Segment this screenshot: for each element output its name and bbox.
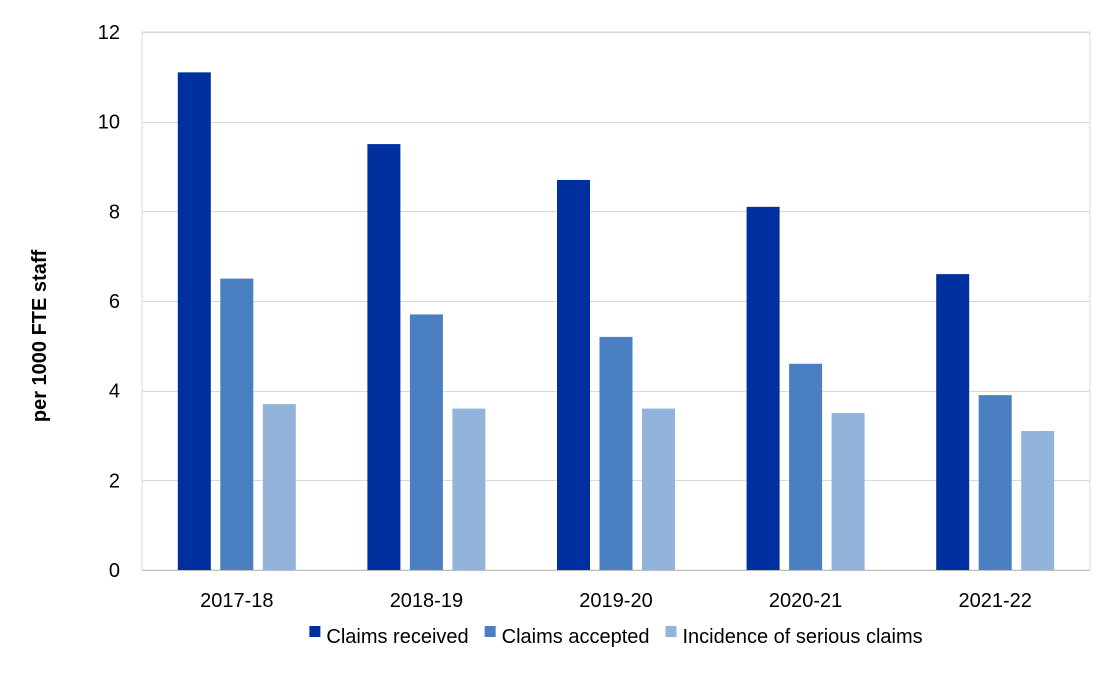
legend-label: Claims accepted [502,626,650,648]
legend: Claims received Claims accepted Incidence … [309,626,923,648]
bar-claims-received-2018-19 [367,144,401,571]
bar-incidence-of-serious-claims-2021-22 [1021,431,1055,570]
y-axis-title: per 1000 FTE staff [29,250,51,423]
bars [177,72,1055,571]
bar-claims-received-2017-18 [177,72,211,570]
bar-incidence-of-serious-claims-2018-19 [452,408,486,570]
y-tick-label: 6 [109,291,120,313]
legend-swatch [484,626,496,637]
bar-claims-accepted-2017-18 [220,278,254,570]
bar-claims-received-2019-20 [557,179,590,570]
bar-claims-accepted-2019-20 [599,336,633,570]
legend-item-claims-received: Claims received [309,626,469,648]
legend-item-incidence-of-serious-claims: Incidence of serious claims [665,626,923,648]
x-tick-label: 2017-18 [200,590,273,612]
bar-claims-received-2020-21 [746,206,780,570]
legend-swatch [665,626,677,637]
bar-claims-accepted-2018-19 [409,314,443,570]
bar-incidence-of-serious-claims-2019-20 [642,408,675,570]
legend-label: Claims received [326,626,468,648]
y-tick-label: 12 [98,22,120,44]
y-tick-label: 2 [109,470,120,492]
x-tick-label: 2019-20 [579,590,652,612]
axes: 0 2 4 6 8 10 12 2017-18 2018-19 2019-20 2020-21 202… [98,22,1090,612]
bar-claims-accepted-2020-21 [789,363,823,570]
bar-claims-received-2021-22 [936,274,970,570]
x-tick-label: 2020-21 [769,590,842,612]
bar-incidence-of-serious-claims-2017-18 [262,404,296,570]
bar-claims-accepted-2021-22 [978,395,1012,570]
y-tick-label: 0 [109,560,120,582]
y-tick-label: 8 [109,201,120,223]
bar-incidence-of-serious-claims-2020-21 [831,413,865,570]
y-tick-label: 10 [98,112,120,134]
x-tick-label: 2021-22 [958,590,1031,612]
x-tick-label: 2018-19 [390,590,463,612]
legend-item-claims-accepted: Claims accepted [484,626,650,648]
legend-swatch [309,626,321,637]
y-tick-label: 4 [109,381,120,403]
legend-label: Incidence of serious claims [683,626,923,648]
